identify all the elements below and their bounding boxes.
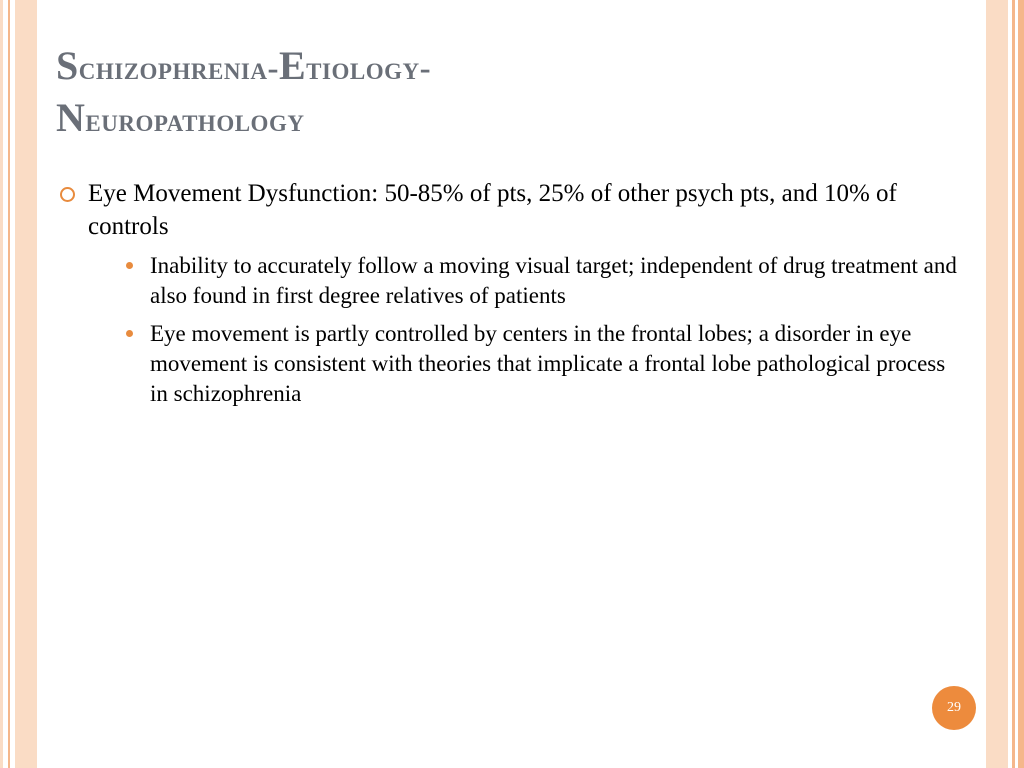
page-number-badge: 29 [932, 686, 976, 730]
main-bullet-text: Eye Movement Dysfunction: 50-85% of pts,… [88, 180, 897, 240]
right-border-stripe-2 [1012, 0, 1015, 768]
title-cap-1: S [56, 43, 79, 88]
title-cap-3: N [56, 95, 85, 140]
sub-bullet-text-1: Inability to accurately follow a moving … [150, 253, 957, 308]
right-border-stripe-1 [1018, 0, 1024, 768]
sub-bullet-item: Eye movement is partly controlled by cen… [122, 319, 968, 409]
sub-bullet-item: Inability to accurately follow a moving … [122, 251, 968, 311]
title-rest-1: chizophrenia- [79, 51, 279, 87]
slide-content: Schizophrenia-Etiology- Neuropathology Ey… [56, 40, 968, 418]
sub-bullet-list: Inability to accurately follow a moving … [88, 251, 968, 408]
main-bullet-list: Eye Movement Dysfunction: 50-85% of pts,… [56, 178, 968, 408]
sub-bullet-text-2: Eye movement is partly controlled by cen… [150, 321, 945, 406]
title-rest-3: europathology [85, 103, 304, 139]
title-rest-2: tiology- [306, 51, 431, 87]
title-cap-2: E [279, 43, 306, 88]
left-border-stripe-1 [0, 0, 3, 768]
left-border-stripe-3 [15, 0, 37, 768]
right-border-stripe-3 [986, 0, 1008, 768]
main-bullet-item: Eye Movement Dysfunction: 50-85% of pts,… [56, 178, 968, 408]
slide-title: Schizophrenia-Etiology- Neuropathology [56, 40, 968, 144]
left-border-stripe-2 [8, 0, 10, 768]
page-number: 29 [947, 700, 961, 716]
